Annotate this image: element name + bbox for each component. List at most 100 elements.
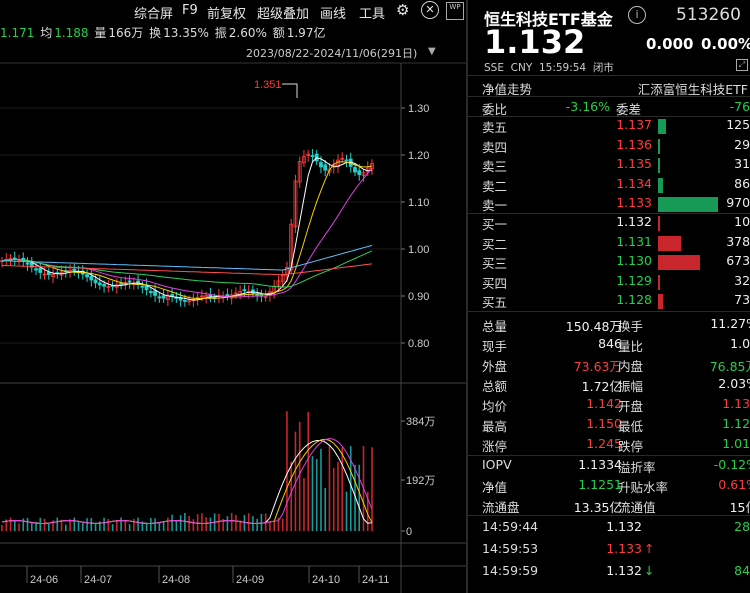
info-icon[interactable]: i <box>628 6 646 24</box>
info-label: 量比 <box>618 339 644 354</box>
toolbar-overlay[interactable]: 超级叠加 <box>257 7 310 22</box>
price-axis: 1.30 1.20 1.10 1.00 0.90 0.80 <box>0 103 429 350</box>
toolbar-draw[interactable]: 画线 <box>320 7 347 22</box>
etf-value: 1.1251 <box>578 477 622 492</box>
candle-body <box>340 157 345 160</box>
sell-volume-bar <box>658 177 664 193</box>
sell-volume-bar <box>658 138 660 154</box>
gear-icon[interactable]: ⚙ <box>396 1 410 19</box>
time-tick-label: 24-07 <box>84 574 112 586</box>
sell-row[interactable]: 卖三 1.135 314 <box>482 156 750 175</box>
ma-line <box>1 250 373 288</box>
tick-row: 14:59:44 1.132 280 <box>482 519 750 538</box>
nav-trend-link[interactable]: 净值走势 <box>482 82 533 97</box>
sell-row[interactable]: 卖五 1.137 1254 <box>482 117 750 136</box>
price-tick-label: 1.20 <box>408 150 429 162</box>
toolbar-f9[interactable]: F9 <box>182 3 198 18</box>
sell-volume: 869 <box>734 175 750 191</box>
toolbar-tools[interactable]: 工具 <box>359 7 386 22</box>
close-icon[interactable]: ✕ <box>421 1 439 19</box>
arrow-down-icon: ↓ <box>644 563 655 578</box>
info-label: 开盘 <box>618 399 644 414</box>
expand-icon[interactable]: ⤢ <box>736 59 748 71</box>
ma-line <box>1 263 373 276</box>
info-value: 76.85万 <box>709 359 750 374</box>
sell-row[interactable]: 卖一 1.133 9706 <box>482 195 750 214</box>
sell-volume: 1254 <box>726 117 750 132</box>
tick-time: 14:59:53 <box>482 541 539 556</box>
toolbar-overview[interactable]: 综合屏 <box>134 7 174 22</box>
weibi-value: -3.16% <box>565 99 610 114</box>
buy-row[interactable]: 买二 1.131 3785 <box>482 233 750 253</box>
info-value: 1.09 <box>730 336 750 351</box>
info-value: 2.03% <box>718 376 750 391</box>
info-label: 振幅 <box>618 379 644 394</box>
info-value: 846 <box>598 336 622 351</box>
chart-toolbar: 综合屏 F9 前复权 超级叠加 画线 工具 ⚙ ✕ WP <box>0 0 468 24</box>
sell-price: 1.133 <box>616 195 652 210</box>
ma-line <box>1 244 373 271</box>
candle-body <box>344 159 349 162</box>
buy-volume-bar <box>658 255 700 270</box>
candle-body <box>119 283 123 285</box>
sell-level-label: 卖五 <box>482 120 508 135</box>
time-axis: 24-06 24-07 24-08 24-09 24-10 24-11 <box>26 566 389 586</box>
volume-bars <box>1 411 373 531</box>
candle-body <box>72 268 77 272</box>
info-value: 1.72亿 <box>581 379 622 394</box>
buy-price: 1.128 <box>616 292 652 307</box>
candle-body <box>255 294 260 297</box>
buy-price: 1.129 <box>616 272 652 288</box>
toolbar-adjust[interactable]: 前复权 <box>207 7 247 22</box>
tick-row: 14:59:59 1.132↓ 846 <box>482 563 750 582</box>
fund-code: 513260 <box>676 5 741 25</box>
peak-label: 1.351 <box>254 79 282 91</box>
candle-body <box>353 167 357 173</box>
info-value: 73.63万 <box>573 359 622 374</box>
buy-level-label: 买一 <box>482 217 508 232</box>
stat-avg-value: 1.188 <box>54 26 89 40</box>
candle-body <box>153 290 158 296</box>
sell-row[interactable]: 卖二 1.134 869 <box>482 175 750 195</box>
nav-row: 净值走势 汇添富恒生科技ETF <box>482 79 748 98</box>
buy-level-label: 买四 <box>482 275 508 291</box>
buy-level-label: 买二 <box>482 236 508 252</box>
candle-body <box>310 155 315 157</box>
tick-volume: 1 <box>682 541 750 556</box>
time-tick-label: 24-06 <box>30 574 58 586</box>
info-label: 换手 <box>618 319 644 334</box>
buy-row[interactable]: 买四 1.129 320 <box>482 272 750 292</box>
buy-volume: 3785 <box>726 233 750 249</box>
buy-row[interactable]: 买一 1.132 100 <box>482 214 750 233</box>
tick-time: 14:59:44 <box>482 519 539 534</box>
weicha-label: 委差 <box>616 102 642 117</box>
buy-level-label: 买三 <box>482 256 508 271</box>
sell-level-label: 卖一 <box>482 198 508 213</box>
tick-time: 14:59:59 <box>482 563 539 578</box>
buy-row[interactable]: 买五 1.128 739 <box>482 292 750 311</box>
ma-line <box>1 157 373 301</box>
buy-row[interactable]: 买三 1.130 6733 <box>482 253 750 272</box>
divider <box>468 116 750 117</box>
wp-icon[interactable]: WP <box>446 2 464 20</box>
candle-body <box>102 283 106 287</box>
candle-body <box>263 295 268 298</box>
buy-price: 1.130 <box>616 253 652 268</box>
info-value: 11.27% <box>710 316 750 331</box>
weicha-value: -762 <box>729 99 750 114</box>
buy-price: 1.132 <box>616 214 652 229</box>
candle-body <box>361 172 366 176</box>
exchange: SSE <box>484 62 504 74</box>
dropdown-arrow-icon[interactable]: ▼ <box>428 46 436 57</box>
candle-body <box>182 300 187 302</box>
divider <box>468 213 750 214</box>
sell-volume: 9706 <box>726 195 750 210</box>
candle-body <box>51 273 55 277</box>
kline-chart[interactable]: 1.30 1.20 1.10 1.00 0.90 0.80 384万 192万 0 24-06… <box>0 60 466 593</box>
etf-value: 15亿 <box>729 500 750 515</box>
stat-avg-label: 均 <box>40 26 53 40</box>
sell-row[interactable]: 卖四 1.136 296 <box>482 137 750 156</box>
candle-body <box>97 282 102 286</box>
sell-level-label: 卖二 <box>482 178 508 194</box>
